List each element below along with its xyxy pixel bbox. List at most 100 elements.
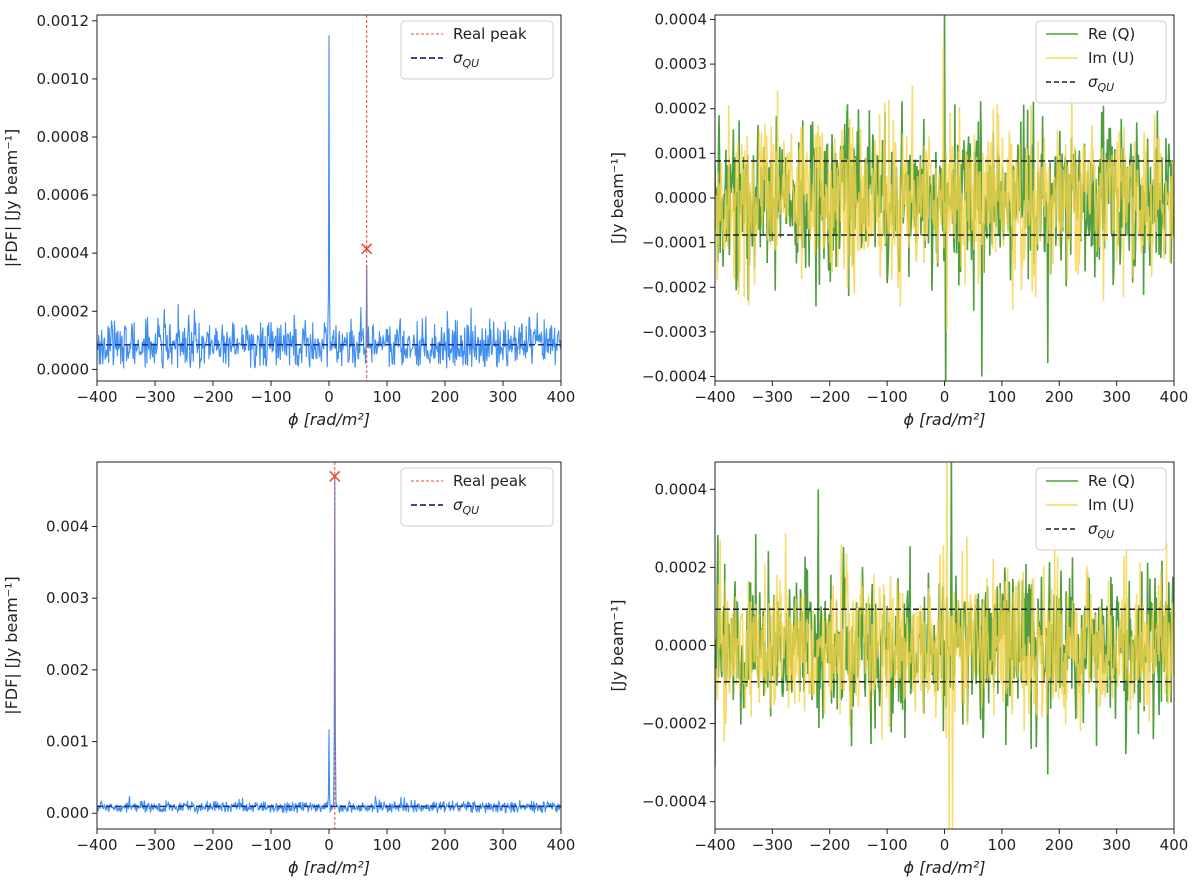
y-axis-label: [Jy beam⁻¹] — [608, 152, 627, 244]
y-tick-label: −0.0004 — [642, 368, 707, 386]
fdf-amplitude-series — [97, 476, 561, 815]
legend-label: σQU — [453, 49, 479, 70]
legend-label: Im (U) — [1088, 49, 1135, 67]
y-axis-label: [Jy beam⁻¹] — [608, 599, 627, 691]
y-tick-label: −0.0002 — [642, 278, 707, 296]
im-u-series — [715, 46, 1174, 332]
y-tick-label: −0.0004 — [642, 793, 707, 811]
y-tick-label: 0.0004 — [655, 10, 708, 28]
legend-label: σQU — [1088, 520, 1114, 541]
x-tick-label: 200 — [1045, 388, 1074, 406]
re-q-series — [715, 15, 1174, 381]
y-axis-label: |FDF| [Jy beam⁻¹] — [2, 576, 21, 715]
x-tick-label: 0 — [324, 836, 334, 854]
x-tick-label: 400 — [1160, 836, 1189, 854]
y-tick-label: 0.0010 — [37, 70, 90, 88]
y-tick-label: 0.002 — [46, 661, 89, 679]
x-tick-label: −300 — [134, 836, 175, 854]
x-tick-label: 300 — [489, 388, 518, 406]
x-tick-label: −100 — [867, 836, 908, 854]
plot-area — [715, 15, 1174, 381]
x-tick-label: 400 — [547, 836, 576, 854]
y-tick-label: 0.0003 — [655, 55, 708, 73]
im-u-series — [715, 462, 1174, 829]
y-tick-label: 0.0000 — [655, 637, 708, 655]
plot-area — [97, 15, 561, 381]
x-tick-label: −100 — [250, 388, 291, 406]
x-axis-label: ϕ [rad/m²] — [903, 410, 985, 429]
x-tick-label: 400 — [1160, 388, 1189, 406]
x-tick-label: −400 — [694, 388, 735, 406]
y-tick-label: 0.0000 — [37, 360, 90, 378]
legend-box — [1035, 20, 1167, 104]
x-axis-label: ϕ [rad/m²] — [288, 410, 370, 429]
x-tick-label: −300 — [752, 388, 793, 406]
x-tick-label: −300 — [134, 388, 175, 406]
x-tick-label: 0 — [940, 388, 950, 406]
x-tick-label: −400 — [694, 836, 735, 854]
legend-label: Re (Q) — [1088, 25, 1135, 43]
y-tick-label: 0.0002 — [37, 302, 90, 320]
legend-label: Re (Q) — [1088, 472, 1135, 490]
y-tick-label: 0.0002 — [655, 100, 708, 118]
legend-label: Real peak — [453, 472, 527, 490]
x-tick-label: 300 — [1102, 388, 1131, 406]
panel-top-right: −400 −300 −200 −100 0 100 200 300 400 −0.0004 −0.0… — [608, 10, 1189, 429]
legend-label: σQU — [453, 496, 479, 517]
x-tick-label: −200 — [192, 388, 233, 406]
x-tick-label: 100 — [373, 836, 402, 854]
y-tick-label: 0.0000 — [655, 189, 708, 207]
x-tick-label: 200 — [431, 388, 460, 406]
x-tick-label: −400 — [76, 388, 117, 406]
legend: Real peak σQU — [400, 20, 554, 80]
x-tick-label: 100 — [373, 388, 402, 406]
x-tick-label: −200 — [809, 836, 850, 854]
x-tick-label: −100 — [867, 388, 908, 406]
y-tick-label: 0.004 — [46, 518, 89, 536]
legend: Re (Q) Im (U) σQU — [1035, 467, 1167, 551]
y-tick-label: 0.001 — [46, 733, 89, 751]
y-tick-label: −0.0002 — [642, 715, 707, 733]
y-tick-label: 0.0004 — [37, 244, 90, 262]
real-peak-marker — [329, 470, 341, 482]
y-tick-label: 0.0004 — [655, 480, 708, 498]
panel-bottom-left: −400 −300 −200 −100 0 100 200 300 400 0.000 0.001 0… — [2, 461, 576, 877]
legend-label: Real peak — [453, 25, 527, 43]
y-tick-label: 0.003 — [46, 589, 89, 607]
x-tick-label: 100 — [988, 388, 1017, 406]
panel-top-left: −400 −300 −200 −100 0 100 200 300 400 0.0000 0.000… — [2, 12, 575, 429]
fdf-amplitude-series — [97, 35, 561, 370]
panel-bottom-right: −400 −300 −200 −100 0 100 200 300 400 −0.0004 −0.0… — [608, 461, 1189, 877]
x-tick-label: −400 — [76, 836, 117, 854]
y-tick-label: 0.0002 — [655, 558, 708, 576]
x-tick-label: 300 — [1102, 836, 1131, 854]
legend-box — [400, 20, 554, 80]
x-tick-label: 300 — [489, 836, 518, 854]
x-tick-label: −100 — [250, 836, 291, 854]
x-tick-label: 100 — [988, 836, 1017, 854]
legend-box — [400, 467, 554, 527]
y-axis-label: |FDF| [Jy beam⁻¹] — [2, 129, 21, 268]
y-tick-label: 0.0008 — [37, 128, 90, 146]
real-peak-marker — [361, 243, 373, 255]
x-tick-label: 400 — [547, 388, 576, 406]
x-tick-label: 0 — [940, 836, 950, 854]
y-tick-label: 0.0012 — [37, 12, 90, 30]
x-tick-label: −200 — [192, 836, 233, 854]
x-tick-label: −300 — [752, 836, 793, 854]
x-axis-label: ϕ [rad/m²] — [288, 858, 370, 877]
x-tick-label: 200 — [431, 836, 460, 854]
x-tick-label: 200 — [1045, 836, 1074, 854]
plot-area — [97, 462, 561, 829]
plot-area — [715, 462, 1174, 829]
legend-box — [1035, 467, 1167, 551]
legend: Real peak σQU — [400, 467, 554, 527]
y-tick-label: 0.0006 — [37, 186, 90, 204]
x-tick-label: −200 — [809, 388, 850, 406]
y-tick-label: 0.0001 — [655, 144, 708, 162]
legend-label: Im (U) — [1088, 496, 1135, 514]
legend: Re (Q) Im (U) σQU — [1035, 20, 1167, 104]
x-axis-label: ϕ [rad/m²] — [903, 858, 985, 877]
y-tick-label: −0.0001 — [642, 234, 707, 252]
